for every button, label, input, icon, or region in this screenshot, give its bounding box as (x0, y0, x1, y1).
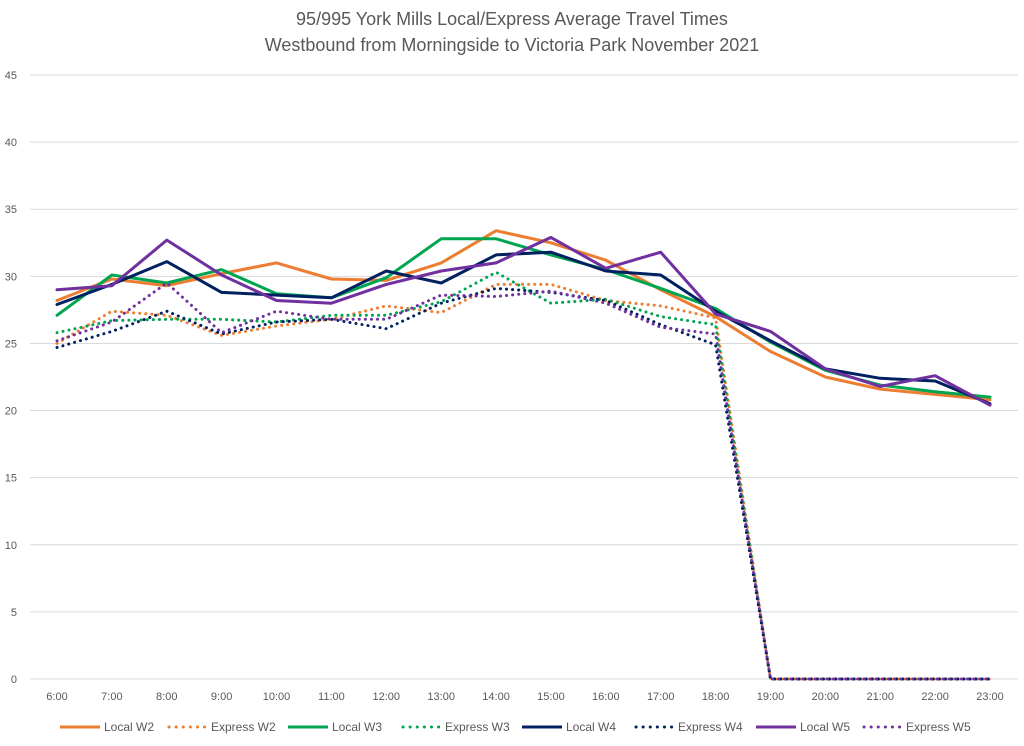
legend-item: Express W2 (167, 720, 276, 734)
x-tick-label: 21:00 (866, 691, 894, 703)
legend-label: Express W2 (211, 720, 276, 734)
x-tick-label: 20:00 (812, 691, 840, 703)
series-local-w5 (55, 235, 992, 407)
y-tick-label: 30 (5, 271, 17, 283)
y-tick-label: 5 (11, 607, 17, 619)
x-tick-label: 19:00 (757, 691, 785, 703)
x-tick-label: 16:00 (592, 691, 620, 703)
chart-title: 95/995 York Mills Local/Express Average … (296, 9, 728, 29)
y-tick-label: 0 (11, 674, 17, 686)
legend: Local W2 Express W2 Local W3 Express W3 Loca… (60, 720, 971, 734)
y-tick-label: 25 (5, 338, 17, 350)
legend-label: Express W4 (678, 720, 743, 734)
x-tick-label: 18:00 (702, 691, 730, 703)
series-express-w4 (55, 286, 992, 681)
legend-item: Express W5 (862, 720, 971, 734)
legend-item: Express W3 (401, 720, 510, 734)
x-tick-label: 13:00 (427, 691, 455, 703)
y-tick-label: 45 (5, 70, 17, 82)
y-tick-label: 35 (5, 204, 17, 216)
x-tick-label: 6:00 (46, 691, 67, 703)
y-axis-ticks: 0 5 10 15 20 25 30 35 40 45 (5, 70, 17, 686)
x-tick-label: 10:00 (263, 691, 291, 703)
x-axis-ticks: 6:00 7:00 8:00 9:00 10:00 11:00 12:00 13:00 14:0… (46, 691, 1003, 703)
series-express-w5 (55, 281, 992, 681)
series-local-w2 (55, 229, 992, 402)
y-tick-label: 20 (5, 406, 17, 418)
x-tick-label: 11:00 (318, 691, 345, 703)
legend-item: Local W2 (60, 720, 154, 734)
x-tick-label: 23:00 (976, 691, 1004, 703)
legend-item: Local W3 (288, 720, 382, 734)
x-tick-label: 12:00 (373, 691, 401, 703)
legend-label: Express W5 (906, 720, 971, 734)
legend-label: Express W3 (445, 720, 510, 734)
chart-subtitle: Westbound from Morningside to Victoria P… (265, 35, 760, 55)
x-tick-label: 15:00 (537, 691, 565, 703)
y-tick-label: 15 (5, 473, 17, 485)
series-lines (55, 229, 992, 681)
x-tick-label: 17:00 (647, 691, 675, 703)
x-tick-label: 8:00 (156, 691, 177, 703)
x-tick-label: 22:00 (921, 691, 949, 703)
legend-item: Local W4 (522, 720, 616, 734)
legend-label: Local W2 (104, 720, 154, 734)
legend-item: Local W5 (756, 720, 850, 734)
x-tick-label: 14:00 (482, 691, 510, 703)
x-tick-label: 9:00 (211, 691, 232, 703)
legend-item: Express W4 (634, 720, 743, 734)
series-express-w3 (55, 270, 992, 681)
y-tick-label: 10 (5, 540, 17, 552)
legend-label: Local W5 (800, 720, 850, 734)
y-tick-label: 40 (5, 137, 17, 149)
series-express-w2 (55, 282, 992, 681)
x-tick-label: 7:00 (101, 691, 122, 703)
legend-label: Local W3 (332, 720, 382, 734)
legend-label: Local W4 (566, 720, 616, 734)
